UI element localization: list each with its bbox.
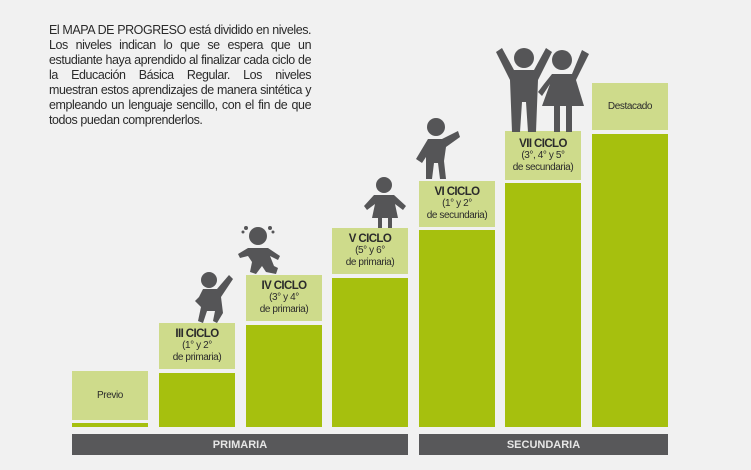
level-line2: de primaria) <box>172 352 222 363</box>
level-label: Previo <box>72 371 148 420</box>
child-figure-icon <box>364 177 406 228</box>
intro-paragraph: El MAPA DE PROGRESO está dividido en niv… <box>49 22 312 127</box>
secundaria-band: SECUNDARIA <box>419 434 668 455</box>
boy-pointing-figure-icon <box>416 118 460 179</box>
level-title: VI CICLO <box>434 186 480 198</box>
girl-crawling-figure-icon <box>238 226 280 274</box>
level-bar <box>332 278 408 427</box>
level-label: VII CICLO (3°, 4° y 5° de secundaria) <box>505 131 581 180</box>
primaria-band: PRIMARIA <box>72 434 408 455</box>
level-line2: de secundaria) <box>426 210 488 221</box>
level-label: IV CICLO (3° y 4° de primaria) <box>246 275 322 321</box>
level-label: V CICLO (5° y 6° de primaria) <box>332 228 408 274</box>
level-title: V CICLO <box>348 233 392 245</box>
level-bar <box>246 325 322 427</box>
toddler-figure-icon <box>195 272 233 323</box>
level-title: IV CICLO <box>261 280 307 292</box>
level-bar <box>159 373 235 427</box>
level-line1: (5° y 6° <box>355 245 385 256</box>
level-line1: Previo <box>97 389 123 401</box>
level-line2: de primaria) <box>345 257 395 268</box>
level-title: III CICLO <box>175 328 219 340</box>
level-line1: (1° y 2° <box>182 340 212 351</box>
level-line2: de secundaria) <box>512 161 574 173</box>
level-label: VI CICLO (1° y 2° de secundaria) <box>419 181 495 227</box>
level-line1: (3° y 4° <box>269 292 299 303</box>
level-line1: Destacado <box>607 100 653 112</box>
level-label: Destacado <box>592 83 668 130</box>
level-bar <box>505 183 581 427</box>
level-title: VII CICLO <box>519 137 567 150</box>
teens-cheering-figure-icon <box>496 48 589 132</box>
level-line1: (3°, 4° y 5° <box>521 149 565 161</box>
level-line1: (1° y 2° <box>442 198 472 209</box>
level-label: III CICLO (1° y 2° de primaria) <box>159 323 235 369</box>
level-bar <box>72 423 148 427</box>
level-bar <box>592 134 668 427</box>
level-line2: de primaria) <box>259 304 309 315</box>
level-bar <box>419 230 495 427</box>
